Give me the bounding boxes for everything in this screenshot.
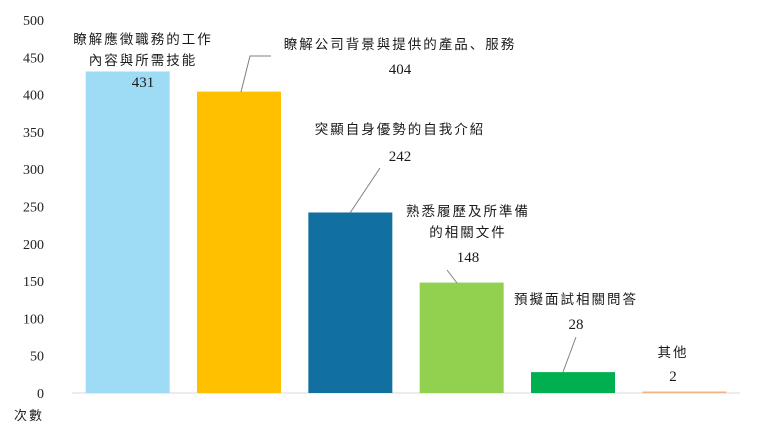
y-tick-label: 300 (23, 163, 44, 178)
y-axis: 0 50 100 150 200 250 300 350 400 450 500 (23, 14, 740, 402)
category-label: 內容與所需技能 (89, 52, 198, 69)
category-label: 瞭解應徵職務的工作 (73, 31, 213, 48)
bar (531, 372, 615, 393)
bar (197, 91, 281, 393)
category-label: 的相關文件 (429, 225, 507, 241)
y-tick-label: 200 (23, 238, 44, 253)
bar (308, 212, 393, 393)
y-tick-label: 350 (23, 126, 44, 141)
y-tick-label: 50 (30, 350, 44, 365)
leader-line (349, 167, 381, 214)
bar (419, 282, 504, 393)
data-label: 148 (457, 250, 480, 266)
bar (642, 391, 727, 394)
y-tick-label: 450 (23, 51, 44, 66)
category-label: 其他 (658, 345, 689, 361)
category-label: 熟悉履歷及所準備 (406, 204, 530, 220)
bars-group (85, 71, 727, 394)
y-tick-label: 250 (23, 201, 44, 216)
leader-line (562, 336, 577, 373)
leader-line (446, 269, 458, 284)
data-label: 2 (669, 369, 677, 385)
y-tick-label: 150 (23, 275, 44, 290)
data-label: 404 (389, 62, 412, 78)
y-tick-label: 0 (37, 387, 44, 402)
y-axis-label: 次數 (14, 408, 44, 424)
y-tick-label: 400 (23, 89, 44, 104)
category-label: 突顯自身優勢的自我介紹 (315, 122, 486, 138)
data-label: 242 (389, 149, 412, 165)
leader-line (240, 55, 271, 93)
category-label: 瞭解公司背景與提供的產品、服務 (284, 36, 517, 53)
bar (85, 71, 170, 393)
data-label: 431 (132, 75, 155, 91)
data-label: 28 (569, 317, 584, 333)
category-label: 預擬面試相關問答 (514, 291, 638, 308)
y-tick-label: 500 (23, 14, 44, 29)
y-tick-label: 100 (23, 312, 44, 327)
